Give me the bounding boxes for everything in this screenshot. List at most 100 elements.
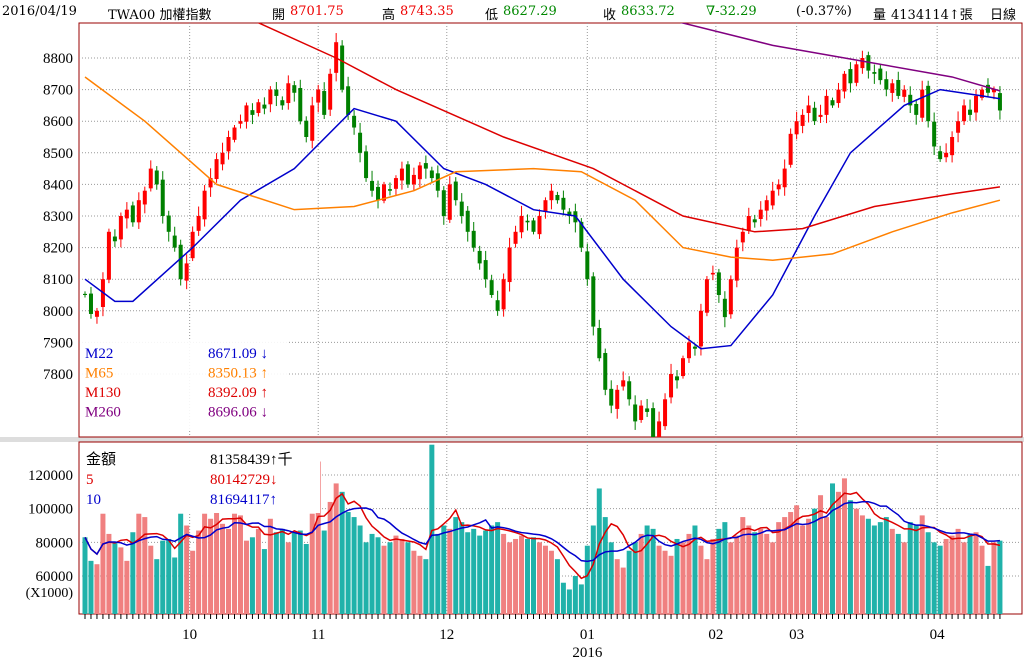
candle-body [956,121,961,133]
volume-bar [937,545,943,614]
volume-bar [237,515,243,614]
candle-body [752,219,757,223]
volume-bar [704,559,710,614]
volume-legend-value: 81358439↑千 [210,451,293,468]
candle-body [292,85,297,93]
ma-line-m22 [84,88,1001,350]
volume-bar [471,528,477,614]
candle-body [603,352,608,390]
candle-body [471,230,476,248]
volume-bar [339,491,345,614]
open-label: 開 [272,8,286,23]
ma-legend-name: M260 [85,405,121,421]
price-tick-label: 8800 [43,51,73,67]
candle-body [734,247,739,281]
candle-body [812,107,817,122]
candle-body [633,404,638,422]
volume-bar [363,542,369,614]
candle-body [681,358,685,377]
volume-bar [686,533,692,614]
volume-bar [865,518,871,614]
volume-bar [949,535,955,614]
candle-body [848,69,853,84]
volume-bar [782,517,788,614]
volume-bar [333,483,339,614]
volume-bar [166,538,172,614]
ma-line-m260 [679,23,1001,92]
candle-body [932,121,937,147]
volume-bar [381,545,387,614]
month-label: 12 [439,627,454,643]
candle-body [340,45,345,90]
volume-bar [961,542,967,614]
volume-bar [160,540,166,614]
candle-body [106,231,111,280]
volume-bar [100,513,106,614]
candle-body [968,109,973,115]
candle-body [579,221,584,248]
volume-bar [483,530,489,614]
symbol: TWA00 加權指數 [108,8,212,23]
volume-bar [985,565,991,614]
candle-body [501,279,506,310]
volume-legend-name: 10 [86,492,101,508]
candle-body [124,209,129,219]
candle-body [651,408,656,437]
candle-body [142,190,147,205]
candle-body [316,89,321,103]
close-value: 8633.72 [621,4,675,19]
high-value: 8743.35 [400,4,454,19]
month-label: 02 [708,627,723,643]
volume-bar [907,522,913,614]
volume-bar [393,535,399,614]
volume-bar [566,589,572,614]
candle-body [561,197,566,210]
volume-bar [507,542,513,614]
candle-body [399,168,404,181]
candle-body [657,421,662,437]
candle-body [226,137,231,152]
volume-value: 4134114↑張 [891,8,973,23]
candle-body [692,346,697,349]
period-selector[interactable]: 日線 [990,8,1017,23]
candle-body [627,381,632,400]
volume-bar [315,461,321,614]
volume-bar [88,560,94,614]
month-label: 01 [580,627,595,643]
candle-body [280,100,285,106]
candle-body [232,127,237,140]
volume-ma10-line [84,501,1001,563]
candle-body [926,85,931,122]
month-label: 04 [930,627,946,643]
volume-bar [411,550,417,614]
candle-body [370,180,375,191]
candle-body [172,235,177,248]
candle-body [854,64,859,83]
candle-body [920,89,925,118]
volume-bar [112,542,118,614]
volume-bar [124,560,130,614]
candle-body [441,190,446,216]
candle-body [154,170,159,185]
candle-body [262,104,267,109]
candle-body [890,83,895,93]
volume-bar [919,515,925,614]
candle-body [663,399,668,427]
candle-body [190,231,195,259]
candle-body [567,211,572,216]
candle-body [477,250,482,264]
candle-body [704,279,709,313]
volume-bar [429,444,435,614]
volume-bar [118,547,124,614]
candle-body [328,73,333,110]
volume-bar [351,517,357,614]
candle-body [214,159,219,180]
candle-body [872,72,877,74]
candle-body [483,260,488,280]
volume-bar [698,545,704,614]
price-tick-label: 7900 [43,335,73,351]
volume-bar [94,564,100,614]
candle-body [220,152,225,165]
candle-body [405,164,410,185]
candle-body [836,89,841,104]
